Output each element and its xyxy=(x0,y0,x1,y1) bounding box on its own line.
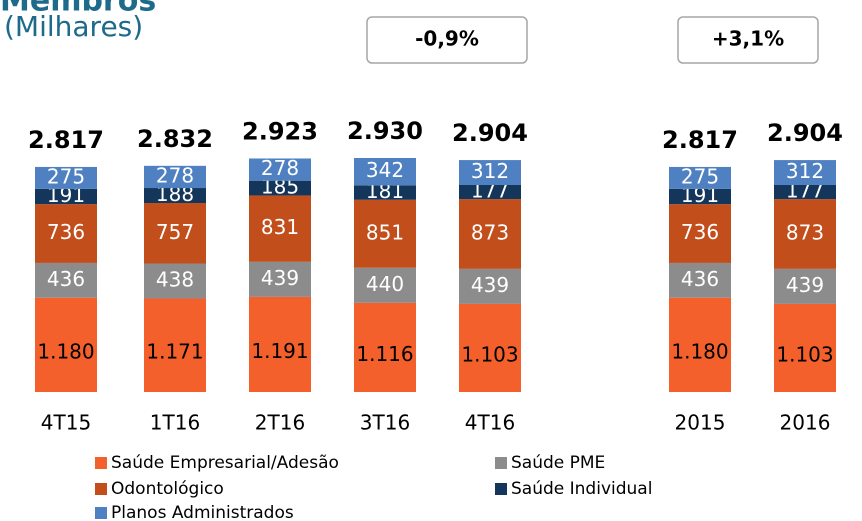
legend-label: Saúde Empresarial/Adesão xyxy=(111,453,339,473)
x-tick-label: 2T16 xyxy=(255,411,305,435)
value-label: 851 xyxy=(366,220,404,244)
x-tick-label: 2015 xyxy=(675,411,726,435)
value-label: 312 xyxy=(471,159,509,183)
bar-segment xyxy=(249,195,311,262)
value-label: 1.180 xyxy=(37,339,94,363)
x-tick-label: 2016 xyxy=(780,411,831,435)
x-tick-label: 3T16 xyxy=(360,411,410,435)
legend-label: Saúde Individual xyxy=(511,479,652,499)
value-label: 1.116 xyxy=(356,342,413,366)
total-label: 2.930 xyxy=(347,117,423,145)
value-label: 757 xyxy=(156,220,194,244)
value-label: 873 xyxy=(786,220,824,244)
legend-swatch xyxy=(495,483,507,495)
total-label: 2.817 xyxy=(662,126,738,154)
bar-segment xyxy=(249,261,311,297)
value-label: 342 xyxy=(366,158,404,182)
bar-segment xyxy=(669,297,731,392)
bar-segment xyxy=(354,185,416,200)
value-label: 436 xyxy=(681,267,719,291)
annotation: +3,1% xyxy=(712,27,784,51)
value-label: 439 xyxy=(261,266,299,290)
bar-segment xyxy=(459,184,521,200)
bar-segment xyxy=(144,263,206,299)
bar-segment xyxy=(249,296,311,392)
bar-segment xyxy=(459,303,521,392)
total-label: 2.923 xyxy=(242,118,318,146)
bar-segment xyxy=(774,303,836,392)
bar-segment xyxy=(774,268,836,304)
bar-segment xyxy=(354,158,416,186)
bar-segment xyxy=(774,160,836,185)
bar-segment xyxy=(249,158,311,181)
value-label: 831 xyxy=(261,215,299,239)
legend-swatch xyxy=(95,483,107,495)
value-label: 439 xyxy=(786,273,824,297)
bar-segment xyxy=(144,203,206,264)
bar-segment xyxy=(35,204,97,263)
bar-segment xyxy=(459,268,521,304)
value-label: 439 xyxy=(471,273,509,297)
legend-label: Planos Administrados xyxy=(111,503,294,521)
bar-segment xyxy=(35,166,97,189)
bar-segment xyxy=(774,184,836,200)
total-label: 2.817 xyxy=(28,126,104,154)
bar-segment xyxy=(35,262,97,298)
total-label: 2.904 xyxy=(767,119,843,147)
annotation-box xyxy=(366,16,528,64)
value-label: 736 xyxy=(47,220,85,244)
value-label: 438 xyxy=(156,267,194,291)
bar-segment xyxy=(35,297,97,392)
bar-segment xyxy=(144,165,206,189)
bar-segment xyxy=(144,188,206,204)
annotation: -0,9% xyxy=(415,27,479,51)
bar-segment xyxy=(354,302,416,392)
bar-segment xyxy=(774,199,836,269)
value-label: 278 xyxy=(261,156,299,180)
value-label: 1.103 xyxy=(461,342,518,366)
x-tick-label: 4T15 xyxy=(41,411,91,435)
value-label: 1.191 xyxy=(251,339,308,363)
value-label: 1.171 xyxy=(146,340,203,364)
bar-segment xyxy=(249,180,311,196)
chart-subtitle: (Milhares) xyxy=(4,10,143,43)
bar-segment xyxy=(144,298,206,392)
bar-segment xyxy=(669,188,731,205)
bar-segment xyxy=(354,267,416,303)
x-tick-label: 4T16 xyxy=(465,411,515,435)
chart-title: Membros xyxy=(0,0,156,19)
total-label: 2.904 xyxy=(452,119,528,147)
value-label: 312 xyxy=(786,159,824,183)
bar-segment xyxy=(459,160,521,185)
value-label: 275 xyxy=(47,164,85,188)
value-label: 873 xyxy=(471,220,509,244)
bar-segment xyxy=(354,199,416,268)
annotation-box xyxy=(677,16,819,64)
value-label: 440 xyxy=(366,272,404,296)
bar-segment xyxy=(35,188,97,205)
value-label: 278 xyxy=(156,163,194,187)
value-label: 1.180 xyxy=(671,339,728,363)
bar-segment xyxy=(669,166,731,189)
value-label: 275 xyxy=(681,164,719,188)
legend-swatch xyxy=(495,457,507,469)
bar-segment xyxy=(669,262,731,298)
legend-swatch xyxy=(95,457,107,469)
bar-segment xyxy=(669,204,731,263)
x-tick-label: 1T16 xyxy=(150,411,200,435)
legend-swatch xyxy=(95,507,107,519)
value-label: 1.103 xyxy=(776,342,833,366)
legend-label: Odontológico xyxy=(111,479,224,499)
value-label: 736 xyxy=(681,220,719,244)
total-label: 2.832 xyxy=(137,125,213,153)
value-label: 436 xyxy=(47,267,85,291)
legend-label: Saúde PME xyxy=(511,453,605,473)
bar-segment xyxy=(459,199,521,269)
